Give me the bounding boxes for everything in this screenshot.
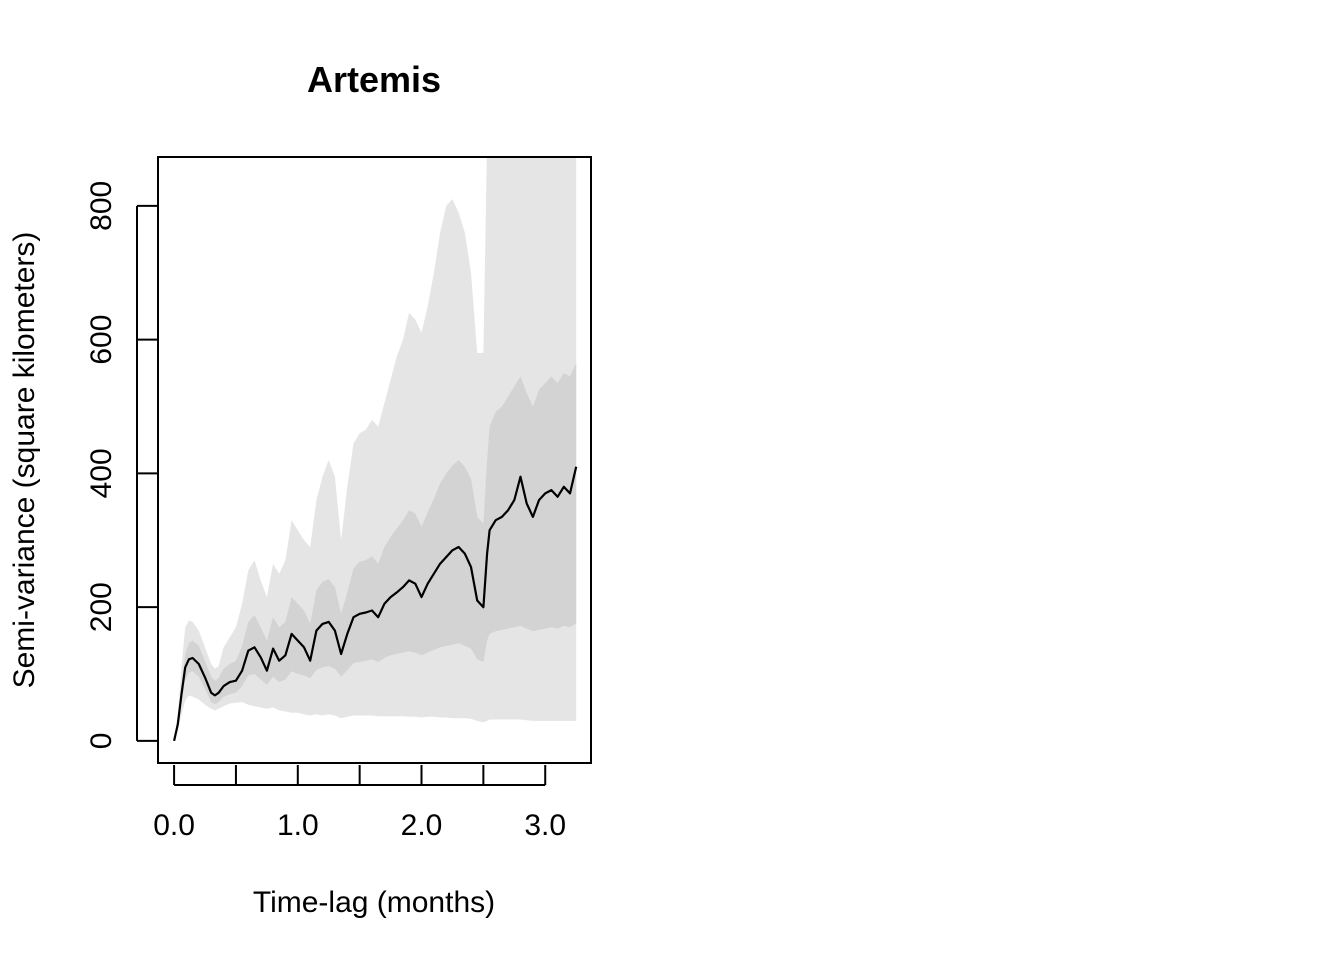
- y-axis: 0 200 400 600 800: [85, 181, 157, 749]
- y-tick-label: 400: [85, 448, 118, 498]
- y-tick-label: 0: [85, 733, 118, 750]
- plot-frame: [157, 156, 592, 764]
- semivariance-line: [173, 466, 578, 742]
- y-tick-label: 600: [85, 315, 118, 365]
- y-axis-label: Semi-variance (square kilometers): [8, 232, 41, 689]
- x-axis: 0.0 1.0 2.0 3.0: [153, 765, 566, 842]
- x-tick-label: 1.0: [277, 809, 319, 842]
- x-axis-label: Time-lag (months): [253, 886, 495, 919]
- plot-area: [173, 157, 578, 742]
- chart-title: Artemis: [307, 59, 441, 100]
- x-tick-label: 0.0: [153, 809, 195, 842]
- y-tick-label: 200: [85, 582, 118, 632]
- x-tick-label: 3.0: [524, 809, 566, 842]
- inner-confidence-band: [174, 363, 577, 741]
- x-tick-label: 2.0: [401, 809, 443, 842]
- y-tick-label: 800: [85, 181, 118, 231]
